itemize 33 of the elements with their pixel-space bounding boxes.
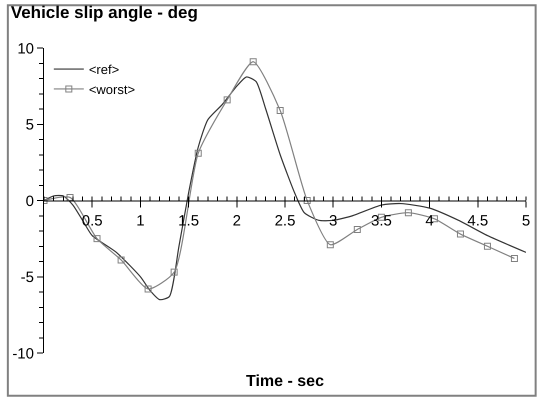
x-tick-label: 1 (136, 212, 145, 230)
point (66, 194, 74, 201)
y-tick-label: -5 (20, 269, 34, 286)
point (224, 96, 231, 104)
point (354, 226, 361, 233)
point (326, 241, 334, 248)
legend-label: <worst> (88, 82, 136, 98)
point (170, 268, 178, 276)
x-tick-label: 3.5 (370, 212, 392, 230)
x-tick-label: 5 (522, 212, 530, 230)
x-tick-label: 0.5 (82, 212, 103, 230)
point (94, 235, 101, 242)
point (404, 209, 412, 216)
x-tick-label: 2.5 (274, 212, 296, 230)
point (250, 58, 257, 66)
point (276, 107, 284, 114)
y-tick-label: 5 (26, 116, 34, 134)
legend-label: <ref> (88, 62, 120, 78)
x-axis-title: Time - sec (246, 373, 324, 390)
point (510, 254, 518, 262)
x-tick-label: 4 (425, 212, 434, 230)
y-tick-label: 0 (26, 192, 34, 210)
point (456, 230, 464, 238)
point (118, 256, 125, 264)
point (484, 242, 491, 250)
point (144, 285, 152, 292)
y-tick-label: -10 (12, 345, 34, 362)
chart-title: Vehicle slip angle - deg (10, 2, 198, 22)
point (304, 197, 311, 204)
x-tick-label: 2 (232, 212, 241, 230)
y-tick-label: 10 (17, 40, 34, 58)
x-tick-label: 4.5 (467, 212, 488, 230)
point (194, 150, 202, 157)
